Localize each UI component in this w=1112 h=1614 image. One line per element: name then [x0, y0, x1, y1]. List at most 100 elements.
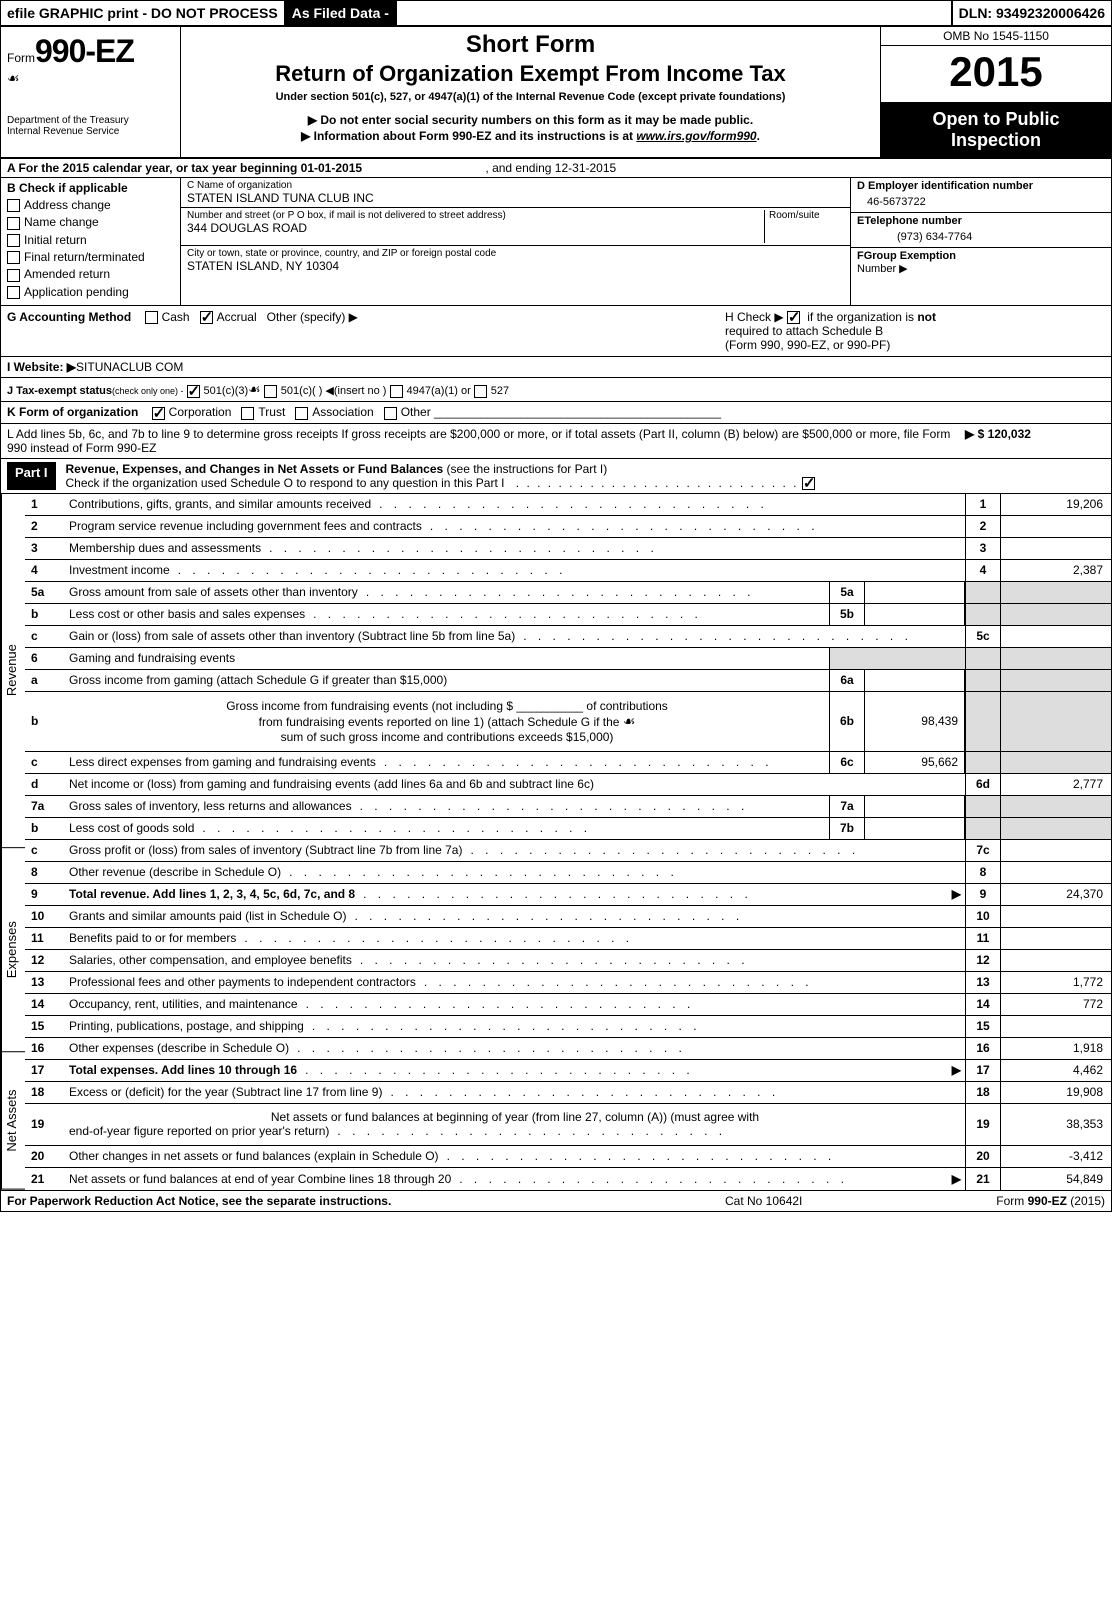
checkbox-amended-return[interactable] [7, 269, 20, 282]
line-11: 11Benefits paid to or for members. . . .… [25, 928, 1111, 950]
side-labels: Revenue Expenses Net Assets [1, 494, 25, 1190]
row-k-org-form: K Form of organization Corporation Trust… [1, 402, 1111, 423]
gross-receipts-amount: ▶ $ 120,032 [965, 427, 1105, 455]
bullet-icon: ☙ [248, 381, 261, 397]
row-j-tax-status: J Tax-exempt status(check only one) - 50… [1, 378, 1111, 402]
checkbox-other-org[interactable] [384, 407, 397, 420]
bullet-icon: ☙ [7, 70, 20, 86]
checkbox-association[interactable] [295, 407, 308, 420]
section-b-c-d-e-f: B Check if applicable Address change Nam… [1, 178, 1111, 306]
efile-notice: efile GRAPHIC print - DO NOT PROCESS [1, 1, 286, 25]
line-7b: bLess cost of goods sold. . . . . . . . … [25, 818, 1111, 840]
line-15: 15Printing, publications, postage, and s… [25, 1016, 1111, 1038]
year-block: OMB No 1545-1150 2015 Open to Public Ins… [881, 27, 1111, 157]
row-l-gross-receipts: L Add lines 5b, 6c, and 7b to line 9 to … [1, 424, 1111, 459]
phone-value: (973) 634-7764 [857, 227, 1105, 245]
irs-link[interactable]: www.irs.gov/form990 [636, 129, 756, 143]
line-4: 4Investment income. . . . . . . . . . . … [25, 560, 1111, 582]
line-14: 14Occupancy, rent, utilities, and mainte… [25, 994, 1111, 1016]
checkbox-final-return[interactable] [7, 251, 20, 264]
checkbox-trust[interactable] [241, 407, 254, 420]
row-i-website: I Website: ▶SITUNACLUB COM [1, 357, 1111, 378]
checkbox-501c[interactable] [264, 385, 277, 398]
form-title: Return of Organization Exempt From Incom… [187, 61, 874, 87]
checkbox-not-required[interactable] [787, 311, 800, 324]
line-10: 10Grants and similar amounts paid (list … [25, 906, 1111, 928]
org-address: 344 DOUGLAS ROAD [187, 221, 764, 235]
line-8: 8Other revenue (describe in Schedule O).… [25, 862, 1111, 884]
instruction-1: ▶ Do not enter social security numbers o… [187, 113, 874, 127]
checkbox-application-pending[interactable] [7, 286, 20, 299]
checkbox-name-change[interactable] [7, 217, 20, 230]
line-3: 3Membership dues and assessments. . . . … [25, 538, 1111, 560]
form-990ez-page: efile GRAPHIC print - DO NOT PROCESS As … [0, 0, 1112, 1212]
omb-number: OMB No 1545-1150 [881, 27, 1111, 46]
line-5b: bLess cost or other basis and sales expe… [25, 604, 1111, 626]
short-form-label: Short Form [187, 31, 874, 59]
cat-number: Cat No 10642I [725, 1194, 925, 1208]
checkbox-schedule-o[interactable] [802, 477, 815, 490]
line-9: 9Total revenue. Add lines 1, 2, 3, 4, 5c… [25, 884, 1111, 906]
side-net-assets: Net Assets [1, 1052, 25, 1190]
line-20: 20Other changes in net assets or fund ba… [25, 1146, 1111, 1168]
line-16: 16Other expenses (describe in Schedule O… [25, 1038, 1111, 1060]
form-number: 990-EZ [35, 33, 134, 69]
line-6: 6Gaming and fundraising events [25, 648, 1111, 670]
form-subtitle: Under section 501(c), 527, or 4947(a)(1)… [187, 91, 874, 103]
page-footer: For Paperwork Reduction Act Notice, see … [1, 1190, 1111, 1211]
checkbox-501c3[interactable] [187, 385, 200, 398]
column-b-checkboxes: B Check if applicable Address change Nam… [1, 178, 181, 305]
checkbox-initial-return[interactable] [7, 234, 20, 247]
as-filed-label: As Filed Data - [286, 1, 397, 25]
dept-line1: Department of the Treasury [7, 115, 174, 126]
form-id-block: Form990-EZ ☙ Department of the Treasury … [1, 27, 181, 157]
checkbox-accrual[interactable] [200, 311, 213, 324]
checkbox-address-change[interactable] [7, 199, 20, 212]
line-6c: cLess direct expenses from gaming and fu… [25, 752, 1111, 774]
title-block: Short Form Return of Organization Exempt… [181, 27, 881, 157]
dln-value: DLN: 93492320006426 [951, 1, 1111, 25]
line-6a: aGross income from gaming (attach Schedu… [25, 670, 1111, 692]
side-expenses: Expenses [1, 848, 25, 1052]
top-bar: efile GRAPHIC print - DO NOT PROCESS As … [1, 1, 1111, 27]
checkbox-4947[interactable] [390, 385, 403, 398]
side-revenue: Revenue [1, 494, 25, 848]
tax-year: 2015 [881, 46, 1111, 103]
open-public-badge: Open to Public Inspection [881, 103, 1111, 157]
form-footer-id: Form 990-EZ (2015) [925, 1194, 1105, 1208]
checkbox-cash[interactable] [145, 311, 158, 324]
part-i-header: Part I Revenue, Expenses, and Changes in… [1, 459, 1111, 494]
checkbox-corporation[interactable] [152, 407, 165, 420]
part-i-table: Revenue Expenses Net Assets 1Contributio… [1, 494, 1111, 1190]
line-13: 13Professional fees and other payments t… [25, 972, 1111, 994]
line-items: 1Contributions, gifts, grants, and simil… [25, 494, 1111, 1190]
org-name: STATEN ISLAND TUNA CLUB INC [187, 191, 844, 205]
row-g-accounting: G Accounting Method Cash Accrual Other (… [1, 306, 1111, 357]
ein-value: 46-5673722 [857, 192, 1105, 210]
column-c-org-info: C Name of organization STATEN ISLAND TUN… [181, 178, 851, 305]
line-1: 1Contributions, gifts, grants, and simil… [25, 494, 1111, 516]
row-h-schedule-b: H Check ▶ if the organization is not req… [725, 310, 1105, 352]
line-12: 12Salaries, other compensation, and empl… [25, 950, 1111, 972]
line-19: 19Net assets or fund balances at beginni… [25, 1104, 1111, 1146]
instruction-2: ▶ Information about Form 990-EZ and its … [187, 129, 874, 143]
line-17: 17Total expenses. Add lines 10 through 1… [25, 1060, 1111, 1082]
paperwork-notice: For Paperwork Reduction Act Notice, see … [7, 1194, 725, 1208]
line-18: 18Excess or (deficit) for the year (Subt… [25, 1082, 1111, 1104]
org-city: STATEN ISLAND, NY 10304 [187, 259, 844, 273]
line-7a: 7aGross sales of inventory, less returns… [25, 796, 1111, 818]
line-6b: bGross income from fundraising events (n… [25, 692, 1111, 752]
dept-line2: Internal Revenue Service [7, 126, 174, 137]
bullet-icon: ☙ [623, 713, 636, 729]
line-21: 21Net assets or fund balances at end of … [25, 1168, 1111, 1190]
website-value: SITUNACLUB COM [76, 360, 183, 374]
form-header: Form990-EZ ☙ Department of the Treasury … [1, 27, 1111, 159]
line-5a: 5aGross amount from sale of assets other… [25, 582, 1111, 604]
checkbox-527[interactable] [474, 385, 487, 398]
line-6d: dNet income or (loss) from gaming and fu… [25, 774, 1111, 796]
line-7c: cGross profit or (loss) from sales of in… [25, 840, 1111, 862]
row-a-tax-year: A For the 2015 calendar year, or tax yea… [1, 159, 1111, 178]
line-2: 2Program service revenue including gover… [25, 516, 1111, 538]
line-5c: cGain or (loss) from sale of assets othe… [25, 626, 1111, 648]
column-d-e-f: D Employer identification number 46-5673… [851, 178, 1111, 305]
